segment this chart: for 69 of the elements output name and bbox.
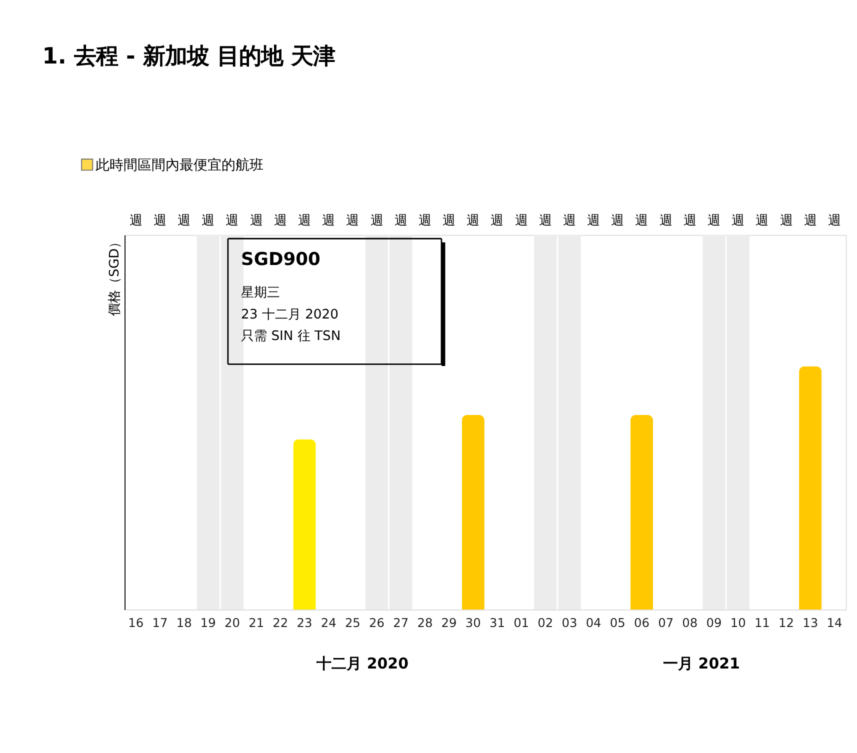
text: 週	[683, 214, 696, 229]
x-tick-label: 07	[658, 616, 674, 630]
x-tick-label: 14	[826, 616, 842, 630]
legend-label: 此時間區間內最便宜的航班	[96, 157, 264, 174]
text: 23 十二月 2020	[241, 307, 338, 322]
x-tick-label: 19	[200, 616, 216, 630]
text: 週	[274, 214, 287, 229]
x-tick-label: 18	[176, 616, 192, 630]
x-tick-label: 21	[248, 616, 264, 630]
x-tick-label: 23	[296, 616, 312, 630]
x-tick-label: 04	[586, 616, 602, 630]
text: 一月 2021	[663, 654, 740, 673]
chart-title: 1. 去程 - 新加坡 目的地 天津	[42, 44, 335, 70]
x-tick-label: 28	[417, 616, 433, 630]
text: 十二月 2020	[316, 654, 408, 673]
text: 週	[756, 214, 769, 229]
x-tick-label: 01	[514, 616, 530, 630]
text: 只需 SIN 往 TSN	[241, 328, 341, 344]
x-tick-label: 11	[754, 616, 770, 630]
text: 週	[298, 214, 312, 229]
y-axis-title: 價格（SGD）	[107, 235, 122, 316]
x-tick-label: 08	[682, 616, 698, 630]
x-tick-label: 31	[489, 616, 505, 630]
text: 週	[562, 214, 576, 229]
x-tick-label: 30	[465, 616, 481, 630]
x-tick-label: 13	[802, 616, 818, 630]
text: 週	[394, 214, 408, 229]
text: SGD900	[241, 248, 320, 270]
text: 週	[418, 214, 432, 229]
x-tick-label: 24	[320, 616, 337, 630]
x-tick-label: 26	[369, 616, 385, 630]
x-tick-label: 16	[128, 616, 144, 630]
text: 週	[635, 214, 648, 229]
x-tick-label: 09	[706, 616, 722, 630]
x-tick-label: 17	[152, 616, 168, 630]
text: 週	[514, 214, 528, 229]
text: 週	[370, 214, 384, 229]
text: 週	[226, 214, 239, 229]
x-tick-label: 25	[344, 616, 360, 630]
x-tick-label: 22	[272, 616, 288, 630]
text: 週	[587, 214, 600, 229]
text: 週	[538, 214, 552, 229]
text: 週	[442, 214, 456, 229]
x-tick-label: 03	[562, 616, 578, 630]
text: 週	[178, 214, 191, 229]
text: 週	[322, 214, 336, 229]
text: 週	[828, 214, 841, 229]
x-tick-label: 12	[778, 616, 794, 630]
text: 週	[490, 214, 504, 229]
x-tick-label: 05	[610, 616, 626, 630]
x-tick-label: 27	[393, 616, 409, 630]
text: 週	[611, 214, 624, 229]
x-tick-label: 02	[538, 616, 554, 630]
text: 週	[153, 214, 166, 229]
text: 週	[804, 214, 817, 229]
text: 週	[129, 214, 142, 229]
x-tick-label: 10	[730, 616, 746, 630]
text: 星期三	[241, 286, 280, 301]
text: 週	[659, 214, 672, 229]
text: 週	[466, 214, 480, 229]
x-tick-label: 20	[224, 616, 240, 630]
x-tick-label: 29	[441, 616, 457, 630]
text: 週	[780, 214, 793, 229]
text: 週	[346, 214, 360, 229]
text: 週	[250, 214, 263, 229]
text: 週	[732, 214, 745, 229]
text: 週	[202, 214, 215, 229]
text: 週	[708, 214, 720, 229]
x-tick-label: 06	[634, 616, 650, 630]
